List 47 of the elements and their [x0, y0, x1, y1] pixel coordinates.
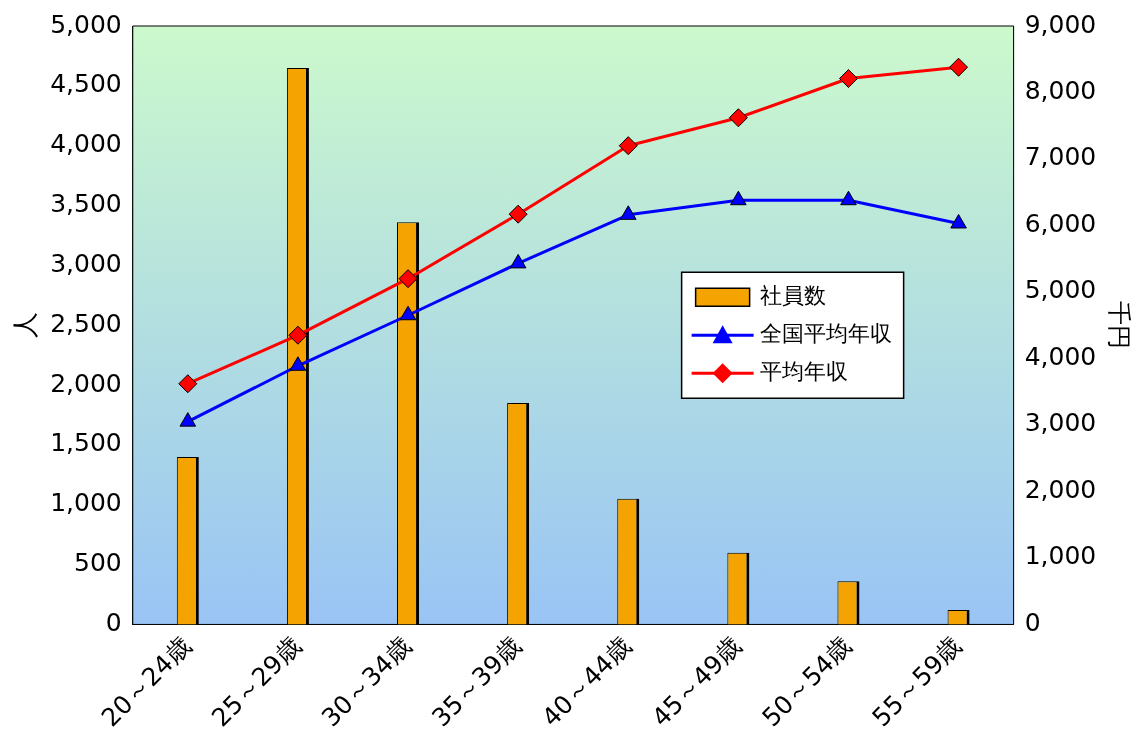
x-tick-label: 30～34歳: [316, 631, 417, 733]
point: [730, 190, 747, 206]
point: [179, 412, 197, 427]
y-tick-label: 3,000: [50, 248, 122, 278]
point: [288, 325, 308, 345]
x-tick-label: 35～39歳: [426, 631, 527, 733]
y2-tick-label: 8,000: [1024, 75, 1097, 105]
point: [399, 305, 417, 321]
point: [289, 356, 307, 371]
y-tick-label: 3,500: [50, 189, 122, 219]
y-tick-label: 1,000: [50, 488, 122, 518]
x-tick-label: 50～54歳: [756, 631, 858, 733]
y2-axis-title: 千円: [1105, 301, 1134, 350]
y2-tick-label: 4,000: [1024, 341, 1097, 371]
y2-tick-label: 0: [1024, 607, 1041, 637]
legend-label: 全国平均年収: [759, 320, 892, 346]
y2-tick-label: 6,000: [1024, 208, 1097, 238]
point: [619, 205, 637, 220]
y2-tick-label: 1,000: [1024, 541, 1097, 571]
y-tick-label: 500: [74, 548, 122, 578]
point: [950, 213, 967, 229]
y2-tick-label: 9,000: [1024, 9, 1097, 39]
y2-tick-label: 5,000: [1024, 275, 1097, 305]
y-tick-label: 1,500: [50, 428, 122, 458]
point: [508, 204, 528, 224]
point: [618, 136, 638, 156]
y-tick-label: 2,000: [50, 368, 122, 398]
y2-tick-label: 3,000: [1024, 408, 1097, 438]
y2-tick-label: 2,000: [1024, 474, 1097, 504]
y-tick-label: 2,500: [50, 308, 122, 338]
y-tick-label: 4,000: [50, 129, 122, 159]
point: [728, 108, 748, 128]
point: [840, 190, 857, 206]
point: [509, 253, 527, 269]
y-axis-title: 人: [10, 312, 41, 339]
x-tick-label: 45～49歳: [646, 631, 748, 733]
point: [838, 69, 858, 89]
y-tick-label: 5,000: [50, 9, 122, 39]
y2-tick-label: 7,000: [1024, 142, 1097, 172]
point: [398, 269, 418, 289]
point: [949, 57, 969, 77]
y-tick-label: 4,500: [50, 69, 122, 99]
x-tick-label: 55～59歳: [866, 631, 968, 733]
x-tick-label: 25～29歳: [205, 631, 307, 733]
legend-label: 社員数: [759, 282, 826, 308]
x-tick-label: 40～44歳: [536, 631, 638, 733]
legend-label: 平均年収: [759, 358, 848, 384]
